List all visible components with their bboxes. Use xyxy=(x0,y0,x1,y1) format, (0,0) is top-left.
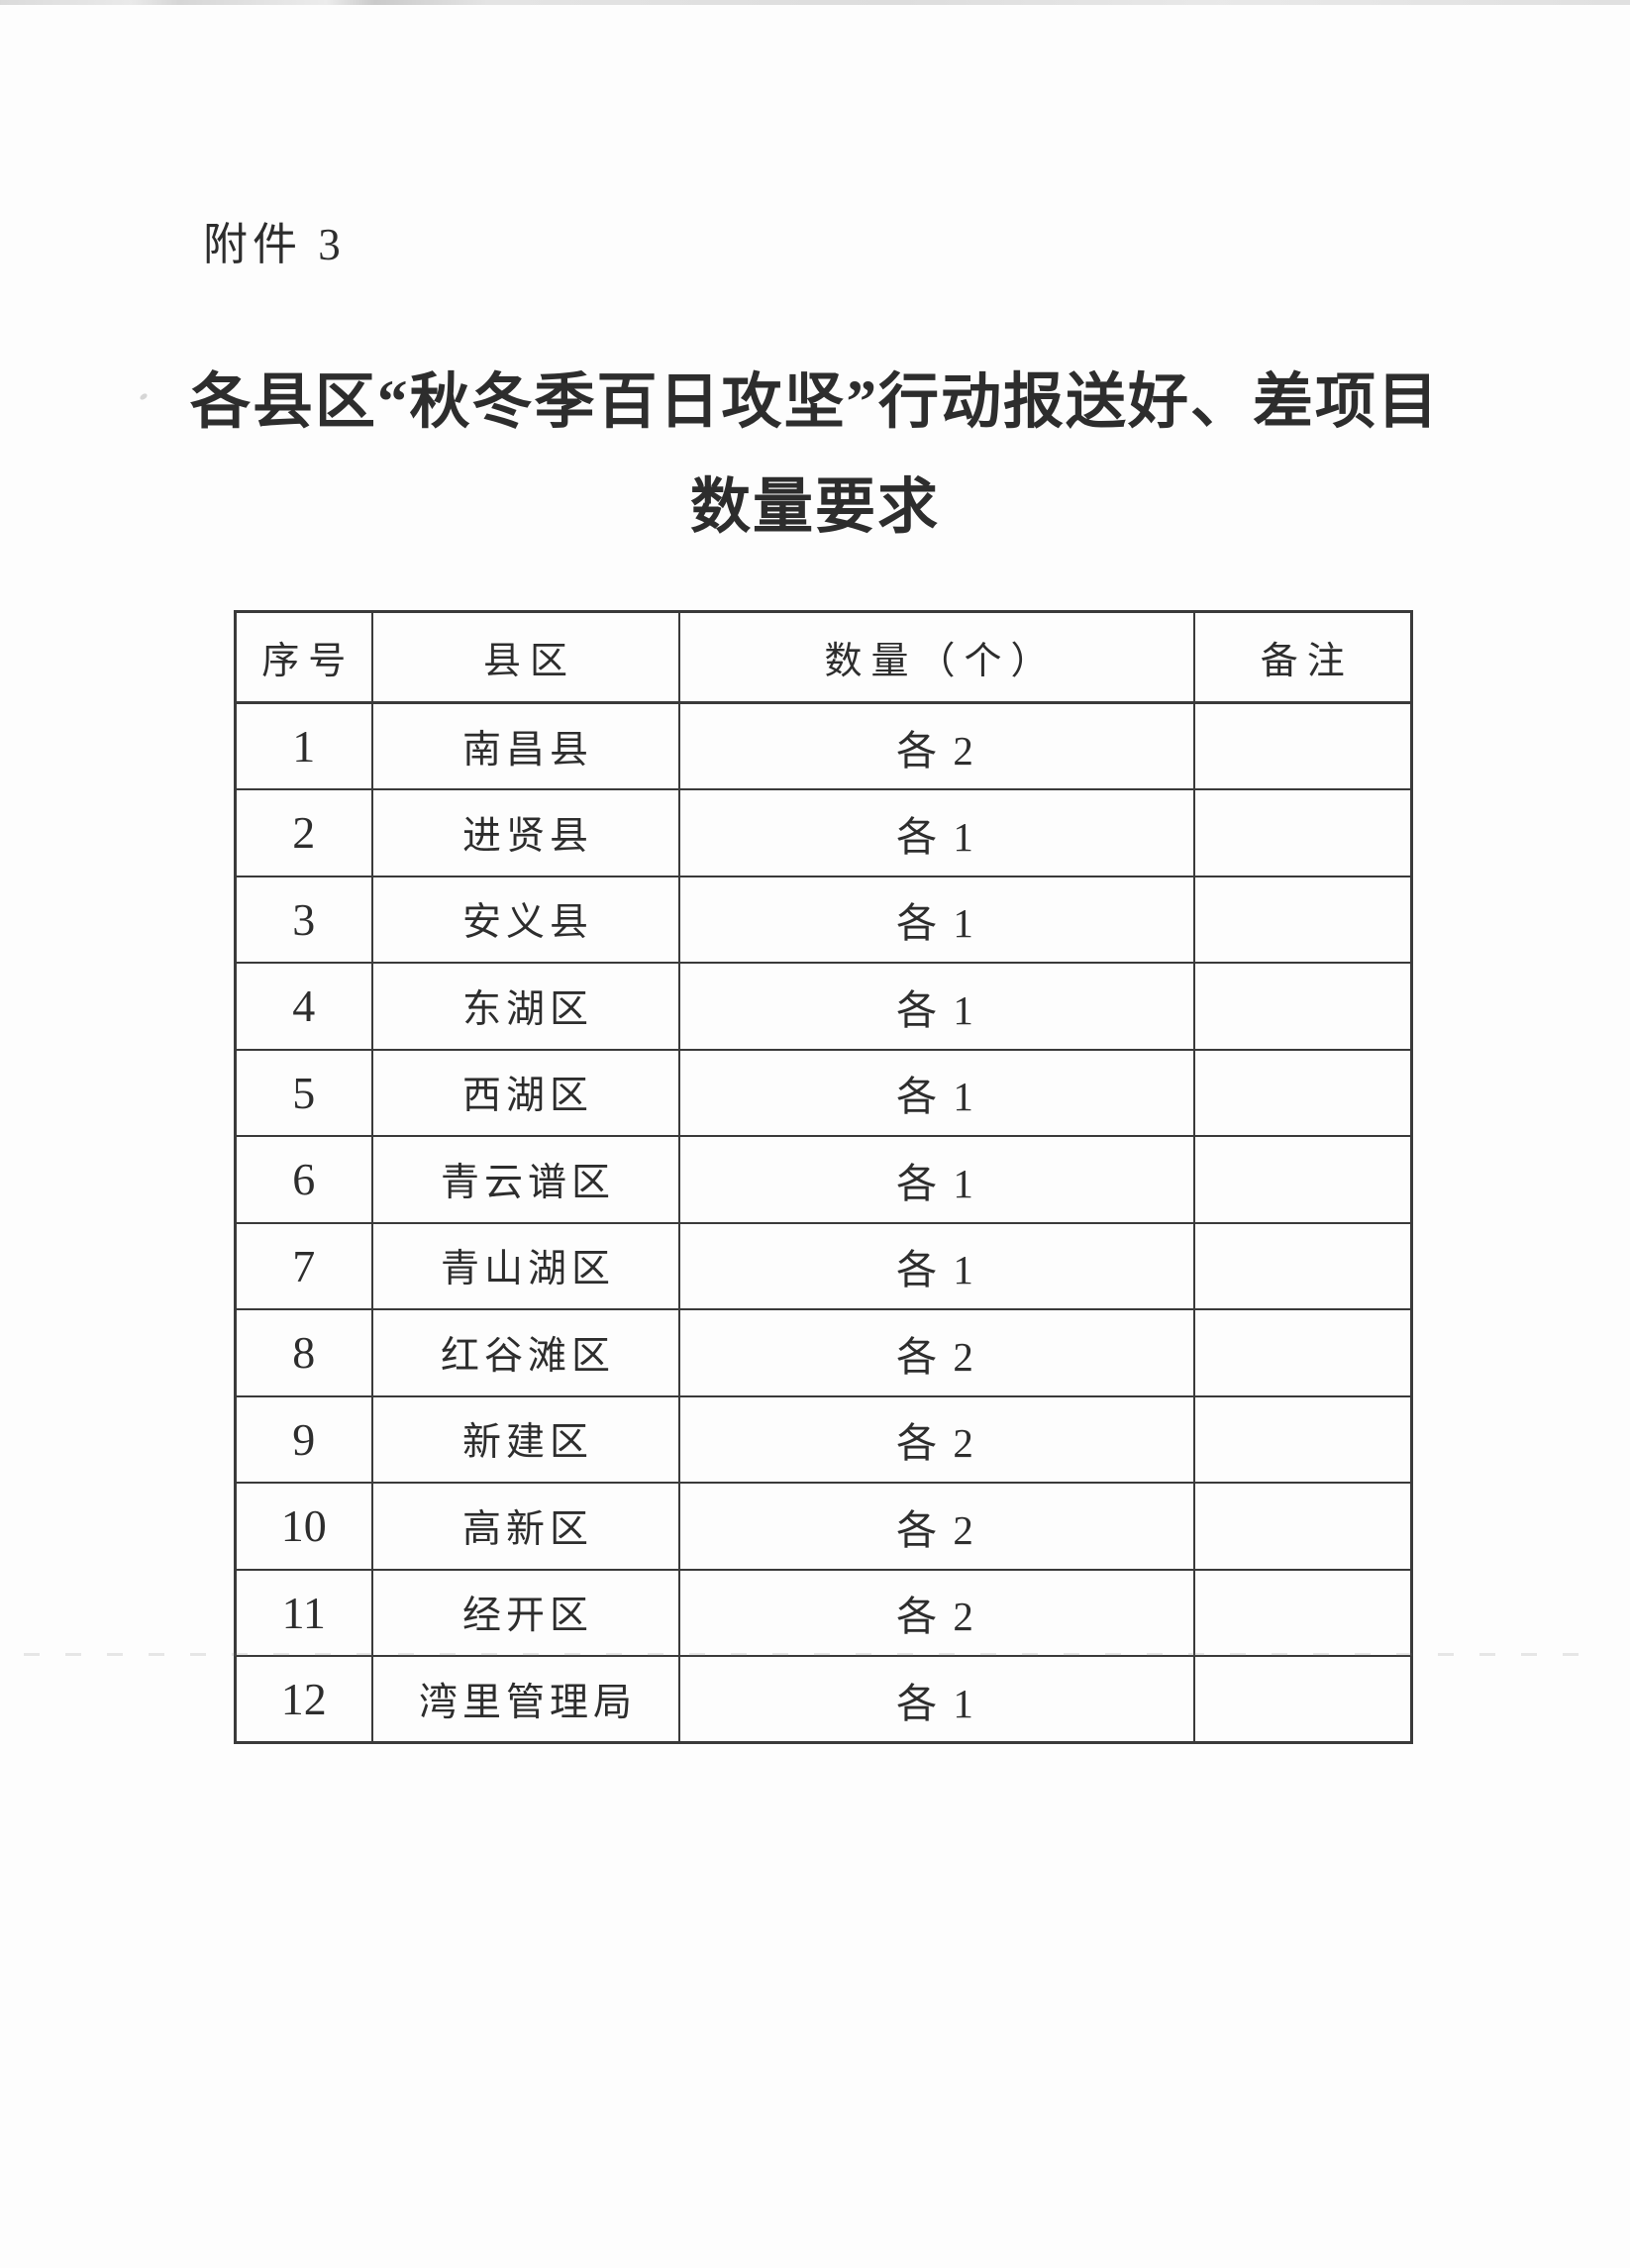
cell-remark xyxy=(1192,1394,1413,1484)
table-row: 11 经开区 各 2 xyxy=(234,1568,1413,1657)
cell-quantity: 各 1 xyxy=(677,1135,1195,1224)
table-row: 6 青云谱区 各 1 xyxy=(234,1135,1413,1224)
cell-no: 6 xyxy=(234,1135,373,1224)
scan-artifact-top-edge xyxy=(0,0,1630,5)
table-row: 7 青山湖区 各 1 xyxy=(234,1221,1413,1310)
header-district: 县区 xyxy=(370,610,680,704)
table-row: 2 进贤县 各 1 xyxy=(234,788,1413,877)
table-row: 12 湾里管理局 各 1 xyxy=(234,1655,1413,1744)
table-row: 1 南昌县 各 2 xyxy=(234,701,1413,790)
cell-quantity: 各 2 xyxy=(677,1308,1195,1397)
table-row: 8 红谷滩区 各 2 xyxy=(234,1308,1413,1397)
cell-remark xyxy=(1192,1308,1413,1397)
cell-no: 9 xyxy=(234,1394,373,1484)
cell-district: 新建区 xyxy=(370,1394,680,1484)
document-title-line2: 数量要求 xyxy=(689,474,940,541)
quantity-requirements-table: 序号 县区 数量（个） 备注 1 南昌县 各 2 2 进贤县 各 1 3 安义县… xyxy=(234,610,1413,1744)
table-row: 4 东湖区 各 1 xyxy=(234,962,1413,1051)
attachment-label: 附件 3 xyxy=(203,220,346,269)
cell-remark xyxy=(1192,1482,1413,1571)
cell-quantity: 各 1 xyxy=(677,1221,1195,1310)
table-row: 10 高新区 各 2 xyxy=(234,1482,1413,1571)
cell-remark xyxy=(1192,1568,1413,1657)
cell-district: 红谷滩区 xyxy=(370,1308,680,1397)
cell-district: 高新区 xyxy=(370,1482,680,1571)
cell-remark xyxy=(1192,1048,1413,1137)
header-no: 序号 xyxy=(234,610,373,704)
cell-district: 青云谱区 xyxy=(370,1135,680,1224)
cell-district: 进贤县 xyxy=(370,788,680,877)
cell-no: 12 xyxy=(234,1655,373,1744)
cell-no: 7 xyxy=(234,1221,373,1310)
document-title: 各县区“秋冬季百日攻坚”行动报送好、差项目 数量要求 xyxy=(0,351,1630,561)
cell-no: 5 xyxy=(234,1048,373,1137)
cell-no: 3 xyxy=(234,875,373,964)
cell-quantity: 各 1 xyxy=(677,1048,1195,1137)
cell-quantity: 各 2 xyxy=(677,1394,1195,1484)
scan-artifact-dash-noise xyxy=(24,1653,1584,1656)
cell-remark xyxy=(1192,701,1413,790)
cell-remark xyxy=(1192,788,1413,877)
cell-no: 10 xyxy=(234,1482,373,1571)
header-quantity: 数量（个） xyxy=(677,610,1195,704)
cell-remark xyxy=(1192,875,1413,964)
cell-no: 2 xyxy=(234,788,373,877)
cell-district: 南昌县 xyxy=(370,701,680,790)
header-remark: 备注 xyxy=(1192,610,1413,704)
cell-remark xyxy=(1192,1135,1413,1224)
cell-quantity: 各 2 xyxy=(677,1568,1195,1657)
table-row: 5 西湖区 各 1 xyxy=(234,1048,1413,1137)
document-title-line1: 各县区“秋冬季百日攻坚”行动报送好、差项目 xyxy=(189,369,1440,436)
cell-district: 西湖区 xyxy=(370,1048,680,1137)
cell-quantity: 各 2 xyxy=(677,701,1195,790)
cell-quantity: 各 1 xyxy=(677,962,1195,1051)
cell-district: 经开区 xyxy=(370,1568,680,1657)
cell-district: 安义县 xyxy=(370,875,680,964)
cell-remark xyxy=(1192,962,1413,1051)
table-header-row: 序号 县区 数量（个） 备注 xyxy=(234,610,1413,704)
cell-no: 8 xyxy=(234,1308,373,1397)
cell-remark xyxy=(1192,1655,1413,1744)
cell-no: 11 xyxy=(234,1568,373,1657)
cell-remark xyxy=(1192,1221,1413,1310)
table-row: 3 安义县 各 1 xyxy=(234,875,1413,964)
cell-district: 东湖区 xyxy=(370,962,680,1051)
cell-quantity: 各 2 xyxy=(677,1482,1195,1571)
cell-district: 青山湖区 xyxy=(370,1221,680,1310)
cell-quantity: 各 1 xyxy=(677,1655,1195,1744)
cell-quantity: 各 1 xyxy=(677,788,1195,877)
cell-no: 1 xyxy=(234,701,373,790)
table-row: 9 新建区 各 2 xyxy=(234,1394,1413,1484)
cell-district: 湾里管理局 xyxy=(370,1655,680,1744)
cell-no: 4 xyxy=(234,962,373,1051)
cell-quantity: 各 1 xyxy=(677,875,1195,964)
